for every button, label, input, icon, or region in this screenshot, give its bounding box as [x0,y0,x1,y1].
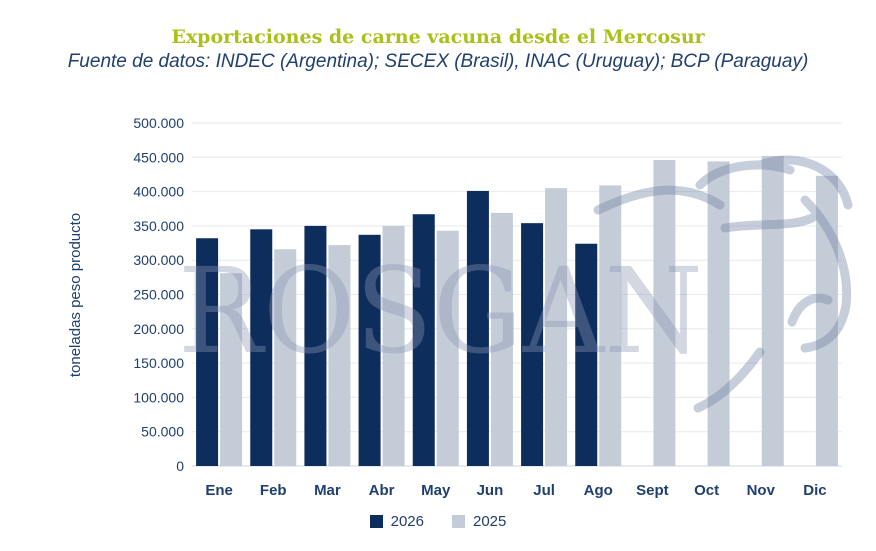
bar-2025-may [436,230,459,466]
grid-lines [192,122,842,467]
bar-marks [196,155,838,467]
legend-label-2026: 2026 [390,513,424,530]
bar-2026-mar [304,225,327,466]
bar-2025-abr [382,225,405,466]
y-axis-label: toneladas peso producto [67,213,84,377]
x-tick-label-dic: Dic [803,482,826,499]
y-tick-label: 50.000 [141,424,184,440]
bar-2026-ago [575,243,598,466]
x-tick-label-abr: Abr [369,482,395,499]
bar-2026-abr [358,234,381,466]
x-tick-label-jul: Jul [533,482,555,499]
x-tick-label-ago: Ago [584,482,613,499]
x-tick-label-mar: Mar [314,482,341,499]
chart-subtitle: Fuente de datos: INDEC (Argentina); SECE… [67,51,809,72]
y-tick-label: 300.000 [133,252,184,268]
bar-2025-jul [545,188,568,467]
y-tick-label: 100.000 [133,389,184,405]
bar-2026-ene [196,238,219,466]
bar-2025-feb [274,249,297,466]
x-tick-label-sept: Sept [636,482,669,499]
legend-item-2026: 2026 [369,513,424,530]
bar-2025-nov [761,155,784,467]
bar-2026-may [412,214,435,466]
y-axis: 0 50.000 100.000 150.000 200.000 250.000 300.0… [133,115,184,474]
bar-2025-ago [599,185,622,466]
legend: 2026 2025 [0,513,876,530]
legend-label-2025: 2025 [473,513,507,530]
x-axis: Ene Feb Mar Abr May Jun Jul Ago Sept Oct Nov Dic [205,482,826,499]
bar-2025-sept [653,160,676,466]
watermark: ROSGAN [178,155,853,413]
bar-2026-feb [250,229,273,466]
bar-2026-jul [521,223,544,466]
x-tick-label-feb: Feb [260,482,287,499]
cow-head-icon [593,155,853,413]
bar-2025-dic [815,175,838,466]
bar-2025-mar [328,245,351,466]
y-tick-label: 350.000 [133,218,184,234]
y-tick-label: 150.000 [133,355,184,371]
bar-2025-ene [220,273,243,466]
legend-swatch-2025 [452,515,465,528]
x-tick-label-may: May [421,482,451,499]
legend-item-2025: 2025 [452,513,506,530]
bar-2025-jun [490,212,513,466]
y-tick-label: 400.000 [133,184,184,200]
chart-title: Exportaciones de carne vacuna desde el M… [171,26,705,48]
x-tick-label-oct: Oct [694,482,719,499]
x-tick-label-jun: Jun [477,482,504,499]
x-tick-label-ene: Ene [205,482,233,499]
y-tick-label: 0 [176,458,184,474]
y-tick-label: 200.000 [133,321,184,337]
legend-swatch-2026 [369,515,383,528]
y-tick-label: 450.000 [133,149,184,165]
x-tick-label-nov: Nov [747,482,776,499]
y-tick-label: 500.000 [133,115,184,131]
bar-2025-oct [707,161,730,466]
bar-2026-jun [466,190,489,466]
watermark-text: ROSGAN [178,242,703,380]
y-tick-label: 250.000 [133,287,184,303]
